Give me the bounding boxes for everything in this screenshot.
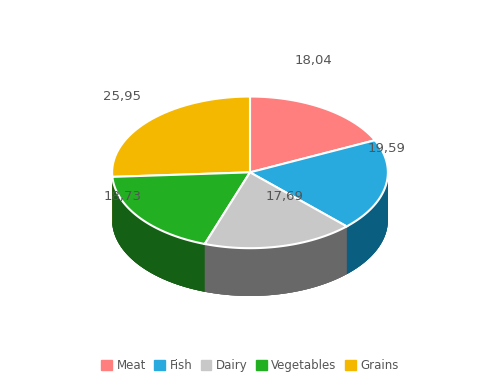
Polygon shape: [205, 172, 346, 248]
Polygon shape: [205, 226, 346, 296]
Legend: Meat, Fish, Dairy, Vegetables, Grains: Meat, Fish, Dairy, Vegetables, Grains: [96, 355, 404, 377]
Text: 17,69: 17,69: [266, 190, 304, 203]
Polygon shape: [250, 140, 388, 226]
Polygon shape: [250, 97, 375, 172]
Polygon shape: [205, 172, 250, 292]
Polygon shape: [250, 140, 388, 226]
Polygon shape: [112, 97, 250, 177]
Polygon shape: [250, 172, 346, 274]
Polygon shape: [205, 226, 346, 296]
Text: 25,95: 25,95: [104, 90, 142, 103]
Polygon shape: [205, 172, 250, 292]
Polygon shape: [205, 226, 346, 296]
Text: 18,04: 18,04: [295, 54, 333, 67]
Polygon shape: [346, 173, 388, 274]
Polygon shape: [250, 97, 375, 172]
Polygon shape: [112, 172, 250, 244]
Polygon shape: [250, 97, 375, 172]
Polygon shape: [112, 172, 250, 225]
Polygon shape: [346, 173, 388, 274]
Polygon shape: [112, 97, 250, 177]
Polygon shape: [112, 177, 205, 292]
Polygon shape: [112, 172, 250, 244]
Text: 18,73: 18,73: [104, 190, 142, 203]
Polygon shape: [112, 177, 205, 292]
Polygon shape: [112, 172, 250, 244]
Polygon shape: [346, 173, 388, 274]
Polygon shape: [112, 97, 250, 177]
Text: 19,59: 19,59: [367, 142, 405, 155]
Polygon shape: [112, 172, 250, 225]
Polygon shape: [205, 172, 346, 248]
Polygon shape: [205, 172, 346, 248]
Polygon shape: [112, 177, 205, 292]
Polygon shape: [250, 172, 346, 274]
Polygon shape: [250, 140, 388, 226]
